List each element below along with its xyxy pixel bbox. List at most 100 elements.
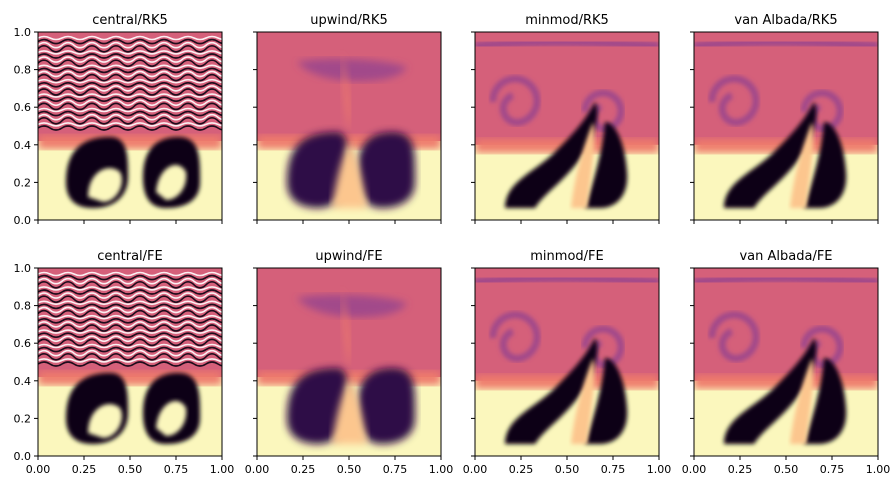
panel-title: central/FE <box>97 249 162 264</box>
panel-title: minmod/RK5 <box>525 13 609 28</box>
x-tick-label: 0.00 <box>245 463 270 476</box>
y-tick-label: 1.0 <box>14 26 32 39</box>
top-band <box>475 274 659 286</box>
x-tick-label: 0.25 <box>728 463 753 476</box>
stripe <box>38 271 222 277</box>
x-tick-label: 1.00 <box>210 463 235 476</box>
stripe <box>38 306 222 314</box>
left-core <box>88 168 123 202</box>
left-lobe <box>287 132 349 208</box>
stripe <box>38 78 222 84</box>
stripe <box>38 113 222 121</box>
stripe <box>38 85 222 92</box>
stripe <box>38 122 222 127</box>
panel-title: van Albada/FE <box>739 249 832 264</box>
stripe <box>38 64 222 70</box>
panel-title: upwind/FE <box>315 249 382 264</box>
stripe <box>38 70 222 78</box>
stripe <box>38 274 222 281</box>
panel-0: central/RK5 0.0 0.2 0.4 0.6 0.8 1.0 <box>14 13 223 227</box>
y-tick-label: 0.4 <box>14 139 32 152</box>
panel-2: minmod/RK5 <box>471 13 660 224</box>
central-gap <box>571 358 595 444</box>
y-tick-label: 0.8 <box>14 64 32 77</box>
stripe <box>38 117 222 125</box>
stripe <box>38 314 222 320</box>
stripe <box>38 35 222 41</box>
x-tick-label: 0.50 <box>337 463 362 476</box>
x-tick-label: 0.25 <box>509 463 534 476</box>
left-streak <box>724 338 817 444</box>
heatmap-image <box>475 32 659 220</box>
oscillation-stripes <box>38 271 222 367</box>
vortex <box>489 75 541 126</box>
right-streak <box>585 358 628 444</box>
panel-title: van Albada/RK5 <box>734 13 837 28</box>
upper-region <box>475 268 659 381</box>
stripe <box>38 82 222 88</box>
upper-shade <box>297 58 407 82</box>
stripe <box>38 358 222 363</box>
x-tick-label: 0.50 <box>118 463 143 476</box>
vortex <box>489 311 541 362</box>
stripe <box>38 67 222 74</box>
stripe <box>38 353 222 361</box>
vortex <box>708 311 760 362</box>
left-lobe <box>287 368 349 444</box>
y-tick-label: 0.0 <box>14 450 32 463</box>
stripe <box>38 50 222 55</box>
central-gap <box>790 122 814 208</box>
panel-3: van Albada/RK5 <box>690 13 879 224</box>
top-band <box>694 274 878 286</box>
stripe <box>38 99 222 107</box>
x-tick-label: 1.00 <box>866 463 891 476</box>
panel-4: central/FE 0.0 0.2 0.4 0.6 0.8 1.0 0.00 0.25 0.50… <box>14 249 235 476</box>
stripe <box>38 125 222 131</box>
right-core <box>156 400 187 436</box>
heatmap-image <box>475 268 659 456</box>
heatmap-image <box>38 268 222 456</box>
x-tick-label: 0.50 <box>774 463 799 476</box>
x-tick-label: 0.25 <box>72 463 97 476</box>
upper-shade <box>297 294 407 318</box>
x-tick-label: 0.75 <box>164 463 189 476</box>
stripe <box>38 281 222 289</box>
stripe <box>38 343 222 349</box>
upper-stem <box>341 288 351 368</box>
right-streak <box>804 358 847 444</box>
panel-title: minmod/FE <box>530 249 603 264</box>
left-streak <box>724 102 817 208</box>
right-lobe <box>357 368 416 444</box>
stripe <box>38 318 222 324</box>
panel-6: minmod/FE 0.00 0.25 0.50 0.75 1.00 <box>463 249 672 476</box>
upper-region <box>694 268 878 381</box>
x-tick-label: 0.50 <box>555 463 580 476</box>
stripe <box>38 309 222 318</box>
panel-title: upwind/RK5 <box>310 13 387 28</box>
heatmap-image <box>257 268 441 456</box>
upper-region <box>694 32 878 145</box>
stripe <box>38 292 222 299</box>
upper-region <box>475 32 659 145</box>
y-tick-label: 0.0 <box>14 214 32 227</box>
panels-layer: central/RK5 0.0 0.2 0.4 0.6 0.8 1.0 upwind/RK5 m… <box>14 13 891 476</box>
central-jet <box>332 142 367 208</box>
stripe <box>38 110 222 117</box>
stripe <box>38 324 222 332</box>
x-tick-label: 0.00 <box>682 463 707 476</box>
stripe <box>38 300 222 306</box>
stripe <box>38 53 222 59</box>
y-tick-label: 0.8 <box>14 300 32 313</box>
y-tick-label: 0.2 <box>14 176 32 189</box>
left-streak <box>505 102 598 208</box>
x-tick-label: 0.75 <box>383 463 408 476</box>
stripe <box>38 56 222 63</box>
heatmap-image <box>257 32 441 220</box>
y-tick-label: 1.0 <box>14 262 32 275</box>
central-jet <box>332 378 367 444</box>
stripe <box>38 59 222 67</box>
x-tick-label: 0.00 <box>26 463 51 476</box>
upper-stem <box>341 52 351 132</box>
stripe <box>38 361 222 367</box>
